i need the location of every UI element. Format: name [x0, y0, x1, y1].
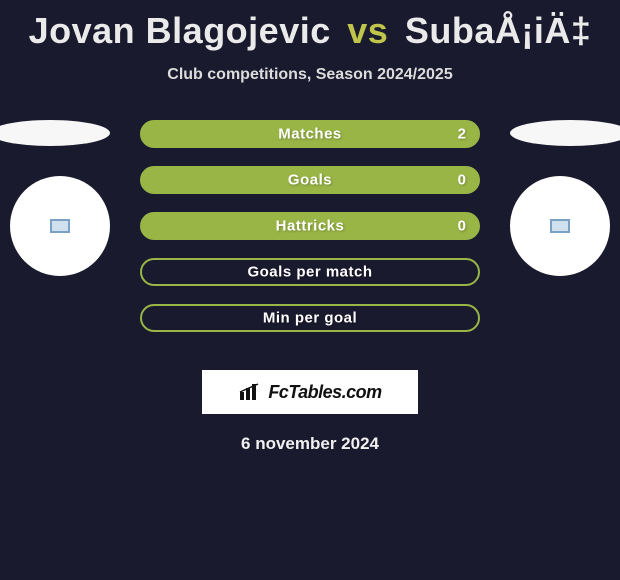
player-left-circle: [10, 176, 110, 276]
player-left-name: Jovan Blagojevic: [29, 10, 331, 51]
vs-text: vs: [347, 10, 388, 51]
player-left-side: [0, 120, 130, 276]
player-right-ellipse: [510, 120, 620, 146]
stat-label: Goals per match: [247, 264, 372, 281]
player-left-ellipse: [0, 120, 110, 146]
stat-bar: Matches 2: [140, 120, 480, 148]
stat-right-value: 0: [458, 172, 466, 189]
stat-bar: Goals 0: [140, 166, 480, 194]
logo-text: FcTables.com: [268, 382, 381, 403]
stat-label: Matches: [278, 126, 342, 143]
placeholder-icon: [550, 219, 570, 233]
fctables-logo[interactable]: FcTables.com: [202, 370, 418, 414]
bars-icon: [238, 382, 262, 402]
placeholder-icon: [50, 219, 70, 233]
date-text: 6 november 2024: [0, 434, 620, 454]
player-right-name: SubaÅ¡iÄ‡: [405, 10, 592, 51]
stat-label: Goals: [288, 172, 332, 189]
stat-bar: Goals per match: [140, 258, 480, 286]
player-right-side: [490, 120, 620, 276]
stat-bar: Min per goal: [140, 304, 480, 332]
subtitle: Club competitions, Season 2024/2025: [0, 66, 620, 84]
player-right-circle: [510, 176, 610, 276]
stat-label: Hattricks: [276, 218, 345, 235]
stat-bars: Matches 2 Goals 0 Hattricks 0 Goals per match M…: [140, 120, 480, 332]
comparison-stage: Matches 2 Goals 0 Hattricks 0 Goals per match M…: [0, 120, 620, 350]
page-title: Jovan Blagojevic vs SubaÅ¡iÄ‡: [0, 10, 620, 52]
stat-bar: Hattricks 0: [140, 212, 480, 240]
stat-label: Min per goal: [263, 310, 357, 327]
stat-right-value: 2: [458, 126, 466, 143]
stat-right-value: 0: [458, 218, 466, 235]
